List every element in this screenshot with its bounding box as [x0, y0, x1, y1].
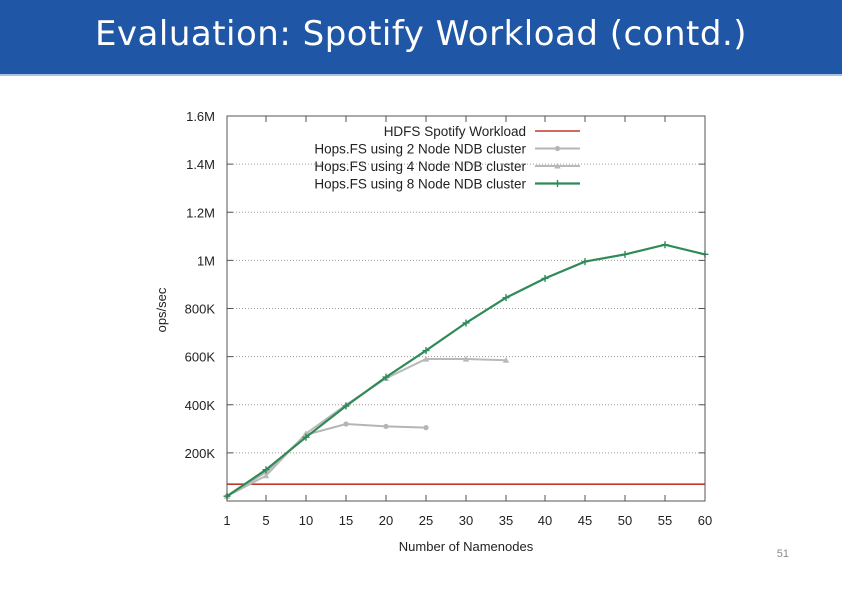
point-4-9 [581, 258, 589, 266]
x-tick-label-35: 35 [499, 513, 513, 528]
y-tick-label-400K: 400K [185, 398, 216, 413]
series-2 [224, 421, 429, 499]
point-3-1 [262, 472, 270, 479]
point-2-3 [343, 421, 349, 427]
point-3-5 [422, 355, 430, 362]
x-axis-label: Number of Namenodes [399, 539, 534, 554]
legend-marker-2 [554, 145, 561, 152]
y-tick-label-1.2M: 1.2M [186, 205, 215, 220]
series-4 [223, 241, 709, 500]
grid-lines [227, 163, 705, 454]
point-2-4 [383, 423, 389, 430]
point-4-10 [621, 250, 629, 258]
series-3 [223, 355, 510, 499]
x-tick-label-50: 50 [618, 513, 632, 528]
point-4-2 [302, 433, 310, 441]
point-2-5 [423, 425, 429, 431]
legend-label-4: Hops.FS using 8 Node NDB cluster [314, 177, 526, 192]
x-tick-label-60: 60 [698, 513, 712, 528]
x-tick-label-55: 55 [658, 513, 672, 528]
point-3-6 [462, 355, 470, 362]
slide-title: Evaluation: Spotify Workload (contd.) [94, 14, 748, 54]
point-4-7 [502, 294, 510, 302]
point-4-1 [262, 466, 270, 474]
slide-number: 51 [776, 548, 789, 560]
legend-label-2: Hops.FS using 2 Node NDB cluster [314, 142, 526, 157]
point-4-3 [342, 402, 350, 410]
series-line-3 [226, 358, 507, 498]
y-axis-label: ops/sec [154, 287, 169, 332]
x-tick-label-40: 40 [538, 513, 552, 528]
y-tick-label-200K: 200K [185, 446, 216, 461]
x-tick-label-1: 1 [223, 513, 230, 528]
x-tick-label-30: 30 [459, 513, 473, 528]
title-bar: Evaluation: Spotify Workload (contd.) [0, 0, 842, 76]
x-tick-label-45: 45 [578, 513, 592, 528]
series-line-4 [226, 243, 706, 498]
point-3-7 [502, 357, 510, 363]
x-tick-label-10: 10 [299, 513, 313, 528]
x-tick-label-5: 5 [262, 513, 269, 528]
x-tick-label-20: 20 [379, 513, 393, 528]
point-4-6 [462, 319, 470, 327]
legend: HDFS Spotify Workload Hops.FS using 2 Nod… [314, 124, 580, 192]
legend-marker-4 [554, 180, 561, 187]
y-tick-label-1.4M: 1.4M [186, 157, 215, 172]
point-4-5 [422, 347, 430, 355]
legend-label-3: Hops.FS using 4 Node NDB cluster [314, 159, 526, 174]
point-4-11 [661, 241, 669, 249]
legend-label-1: HDFS Spotify Workload [384, 124, 526, 139]
point-4-4 [382, 373, 390, 381]
x-tick-label-25: 25 [419, 513, 433, 528]
y-tick-label-1.6M: 1.6M [186, 109, 215, 124]
series-layer [223, 241, 709, 500]
y-tick-label-1M: 1M [197, 253, 215, 268]
y-tick-label-800K: 800K [185, 302, 216, 317]
point-4-8 [541, 274, 549, 282]
legend-marker-3 [554, 162, 561, 169]
series-line-2 [226, 422, 427, 498]
x-tick-label-15: 15 [339, 513, 353, 528]
y-tick-label-600K: 600K [185, 350, 216, 365]
